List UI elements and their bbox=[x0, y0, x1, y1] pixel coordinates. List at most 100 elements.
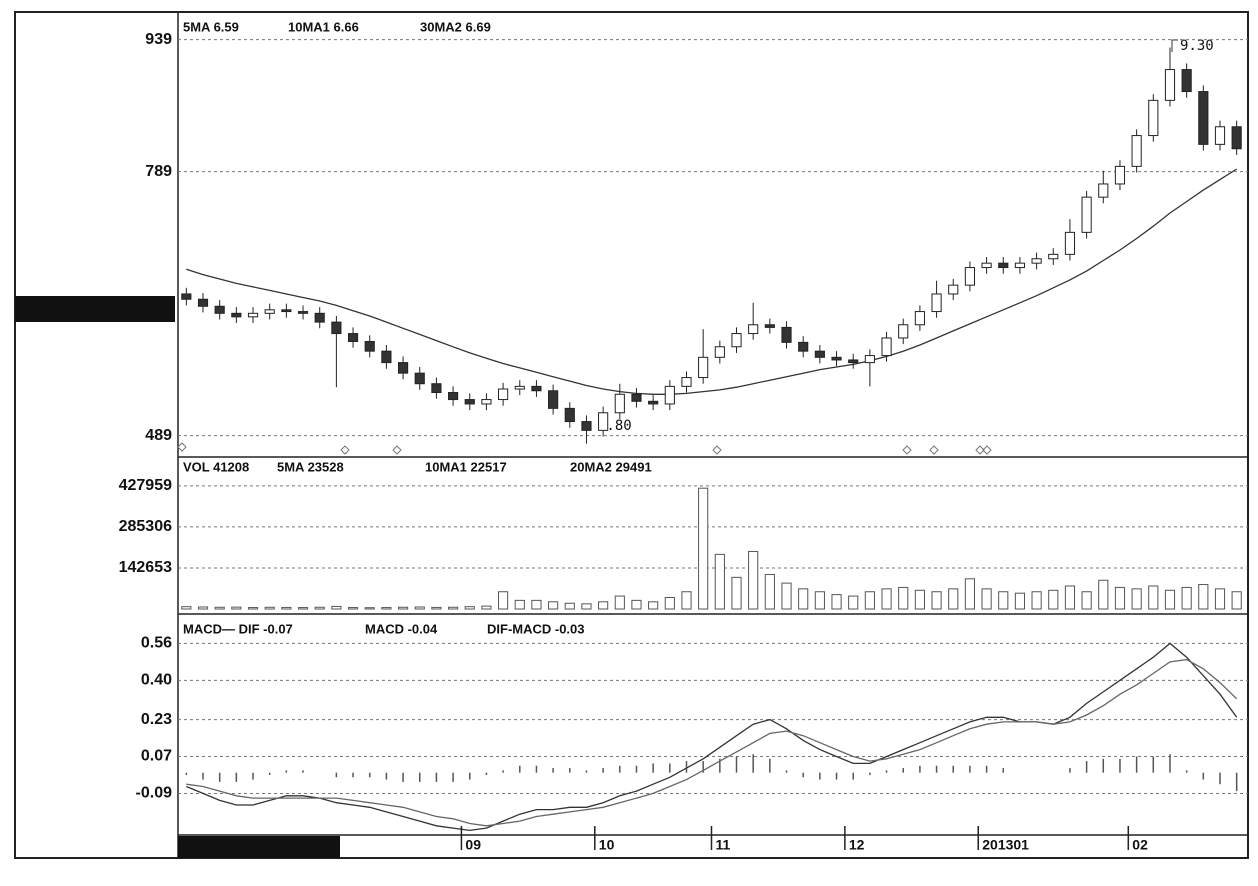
indicator-label: 5MA 23528 bbox=[277, 459, 344, 474]
candle-body bbox=[798, 341, 809, 352]
indicator-label: 20MA2 29491 bbox=[570, 459, 652, 474]
candle-body bbox=[231, 312, 242, 318]
volume-bar bbox=[781, 582, 792, 610]
candle-body bbox=[1048, 253, 1059, 260]
volume-bar bbox=[964, 578, 975, 610]
volume-bar bbox=[431, 606, 442, 610]
indicator-label: 10MA1 22517 bbox=[425, 459, 507, 474]
volume-bar bbox=[1064, 585, 1076, 610]
signal-markers bbox=[177, 442, 992, 455]
candle-body bbox=[264, 309, 275, 314]
volume-bar bbox=[1114, 586, 1126, 610]
volume-bar bbox=[714, 553, 725, 610]
volume-bar bbox=[397, 606, 409, 610]
volume-bar bbox=[247, 607, 259, 610]
volume-bar bbox=[998, 591, 1009, 610]
volume-bar bbox=[1098, 579, 1109, 610]
volume-bar bbox=[864, 591, 875, 610]
volume-bar bbox=[514, 599, 525, 610]
indicator-label: MACD— DIF -0.07 bbox=[183, 621, 293, 636]
candle-body bbox=[1181, 69, 1192, 93]
y-tick-label: 489 bbox=[145, 427, 172, 444]
volume-bar bbox=[1198, 584, 1209, 610]
volume-bar bbox=[1081, 591, 1092, 610]
candle-body bbox=[664, 385, 675, 405]
candle-body bbox=[564, 407, 575, 423]
redaction bbox=[15, 296, 175, 322]
volume-bar bbox=[848, 595, 859, 610]
volume-bar bbox=[548, 601, 559, 610]
candle-body bbox=[998, 262, 1009, 269]
candle-body bbox=[1198, 91, 1209, 145]
volume-bar bbox=[648, 601, 659, 610]
indicator-line bbox=[186, 658, 1238, 827]
candle-body bbox=[714, 346, 725, 358]
candle-body bbox=[1148, 99, 1159, 137]
candle-body bbox=[831, 356, 842, 361]
annotation: 9.30 bbox=[1180, 38, 1214, 54]
candle-body bbox=[881, 337, 892, 357]
candle-body bbox=[631, 393, 642, 402]
candle-body bbox=[514, 385, 525, 390]
y-tick-label: 427959 bbox=[119, 477, 172, 494]
candle-body bbox=[1064, 231, 1076, 255]
volume-bar bbox=[464, 606, 475, 610]
volume-bar bbox=[614, 595, 625, 610]
candle-body bbox=[948, 284, 959, 295]
candle-body bbox=[1081, 196, 1092, 233]
candle-body bbox=[864, 355, 875, 364]
volume-bar bbox=[748, 550, 759, 610]
x-tick-label: 201301 bbox=[982, 837, 1029, 853]
y-tick-label: -0.09 bbox=[136, 785, 173, 802]
candle-body bbox=[214, 305, 225, 314]
candle-body bbox=[364, 340, 375, 352]
candle-body bbox=[581, 421, 592, 431]
x-tick-label: 12 bbox=[849, 837, 865, 853]
x-tick-label: 09 bbox=[465, 837, 481, 853]
candle-body bbox=[598, 412, 609, 431]
frame bbox=[14, 11, 1249, 859]
volume-bar bbox=[598, 601, 609, 610]
candle-body bbox=[914, 311, 925, 326]
volume-bar bbox=[448, 606, 459, 610]
volume-bar bbox=[681, 591, 692, 610]
candle-body bbox=[748, 324, 759, 335]
volume-bar bbox=[1014, 592, 1026, 610]
volume-bar bbox=[931, 591, 942, 610]
volume-bar bbox=[331, 605, 342, 610]
indicator-label: DIF-MACD -0.03 bbox=[487, 621, 585, 636]
volume-bar bbox=[297, 607, 309, 610]
candle-body bbox=[197, 298, 209, 307]
volume-bar bbox=[264, 606, 275, 610]
candle-body bbox=[1098, 183, 1109, 198]
volume-bar bbox=[314, 606, 325, 610]
volume-bar bbox=[1181, 586, 1192, 610]
candle-body bbox=[1114, 165, 1126, 185]
volume-bar bbox=[1148, 585, 1159, 610]
volume-bar bbox=[364, 607, 375, 610]
candle-body bbox=[531, 385, 542, 392]
candle-body bbox=[1231, 126, 1242, 150]
candle-body bbox=[964, 267, 975, 286]
indicator-line bbox=[186, 642, 1238, 832]
y-tick-label: 0.56 bbox=[141, 635, 172, 652]
volume-bar bbox=[1031, 591, 1042, 610]
y-tick-label: 0.40 bbox=[141, 672, 172, 689]
candle-body bbox=[181, 293, 192, 300]
indicator-label: VOL 41208 bbox=[183, 459, 249, 474]
candle-body bbox=[347, 333, 359, 342]
candle-body bbox=[247, 312, 259, 318]
candle-body bbox=[548, 390, 559, 409]
volume-bar bbox=[1048, 589, 1059, 610]
candle-body bbox=[981, 262, 992, 269]
candle-body bbox=[448, 392, 459, 401]
candle-body bbox=[297, 311, 309, 314]
candle-body bbox=[1014, 262, 1026, 269]
volume-bar bbox=[764, 573, 775, 610]
volume-bar bbox=[881, 588, 892, 610]
candle-body bbox=[931, 293, 942, 313]
candle-body bbox=[698, 356, 709, 379]
x-tick-label: 02 bbox=[1132, 837, 1148, 853]
candle-body bbox=[381, 350, 392, 364]
